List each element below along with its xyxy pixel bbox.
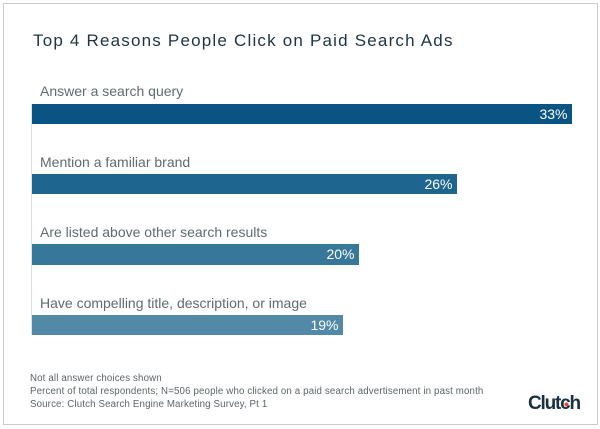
svg-text:Clutch: Clutch (528, 393, 581, 413)
